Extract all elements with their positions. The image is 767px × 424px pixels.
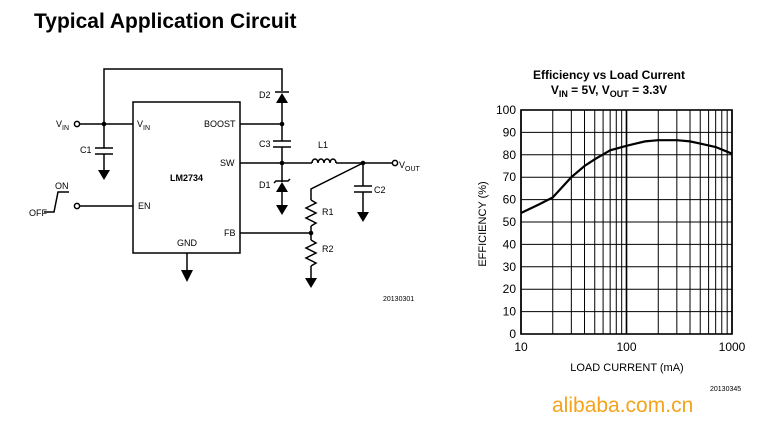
chart-figure-id: 20130345 — [710, 386, 741, 393]
ic-pin-en: EN — [138, 201, 151, 211]
chart-grid — [520, 109, 733, 335]
vout-terminal — [391, 159, 399, 167]
on-off-switch — [44, 191, 69, 213]
x-tick-label: 10 — [514, 340, 528, 354]
r2-label: R2 — [322, 244, 334, 254]
r1-label: R1 — [322, 207, 334, 217]
off-label: OFF — [29, 208, 47, 218]
y-tick-label: 20 — [503, 282, 517, 296]
l1-label: L1 — [318, 140, 328, 150]
d2-label: D2 — [259, 90, 271, 100]
ground-d1 — [276, 205, 288, 215]
y-tick-label: 70 — [503, 170, 517, 184]
c2-label: C2 — [374, 185, 386, 195]
chart-subtitle: VIN = 5V, VOUT = 3.3V — [551, 83, 667, 99]
ic-pin-boost: BOOST — [204, 119, 236, 129]
y-tick-label: 0 — [509, 327, 516, 341]
ic-pin-gnd: GND — [177, 238, 198, 248]
ic-pin-sw: SW — [220, 158, 235, 168]
chart-title: Efficiency vs Load Current — [533, 68, 685, 82]
x-tick-labels: 10 100 1000 — [514, 340, 745, 354]
resistor-r1 — [304, 199, 318, 227]
diode-d1 — [276, 182, 288, 192]
ic-pin-fb: FB — [224, 228, 236, 238]
ground-c2 — [357, 212, 369, 222]
vin-terminal — [73, 120, 81, 128]
on-label: ON — [55, 181, 69, 191]
c3-label: C3 — [259, 139, 271, 149]
plot-frame — [520, 109, 733, 335]
watermark: alibaba.com.cn — [552, 394, 694, 417]
ground-ic — [181, 270, 193, 282]
y-tick-labels: 0 10 20 30 40 50 60 70 80 90 100 — [496, 103, 516, 341]
efficiency-series-line — [520, 139, 733, 214]
diode-d2 — [276, 93, 288, 103]
y-tick-label: 90 — [503, 125, 517, 139]
circuit-figure-id: 20130301 — [383, 296, 414, 303]
ic-name: LM2734 — [170, 173, 203, 183]
resistor-r2 — [304, 239, 318, 267]
y-tick-label: 60 — [503, 193, 517, 207]
vin-label: VIN — [56, 119, 69, 132]
ground-r2 — [305, 278, 317, 288]
page-title: Typical Application Circuit — [34, 10, 297, 33]
y-tick-label: 10 — [503, 305, 517, 319]
en-terminal — [73, 202, 81, 210]
x-tick-label: 1000 — [719, 340, 746, 354]
y-tick-label: 50 — [503, 215, 517, 229]
c1-label: C1 — [80, 145, 92, 155]
ic-pin-vin: VIN — [137, 119, 150, 132]
y-tick-label: 100 — [496, 103, 516, 117]
inductor-l1 — [311, 158, 337, 164]
x-axis-label: LOAD CURRENT (mA) — [570, 362, 683, 374]
ground-c1 — [98, 170, 110, 180]
d1-label: D1 — [259, 180, 271, 190]
y-axis-label: EFFICIENCY (%) — [477, 181, 489, 266]
y-tick-label: 40 — [503, 237, 517, 251]
y-tick-label: 30 — [503, 260, 517, 274]
y-tick-label: 80 — [503, 148, 517, 162]
vout-label: VOUT — [399, 160, 421, 173]
x-tick-label: 100 — [616, 340, 636, 354]
